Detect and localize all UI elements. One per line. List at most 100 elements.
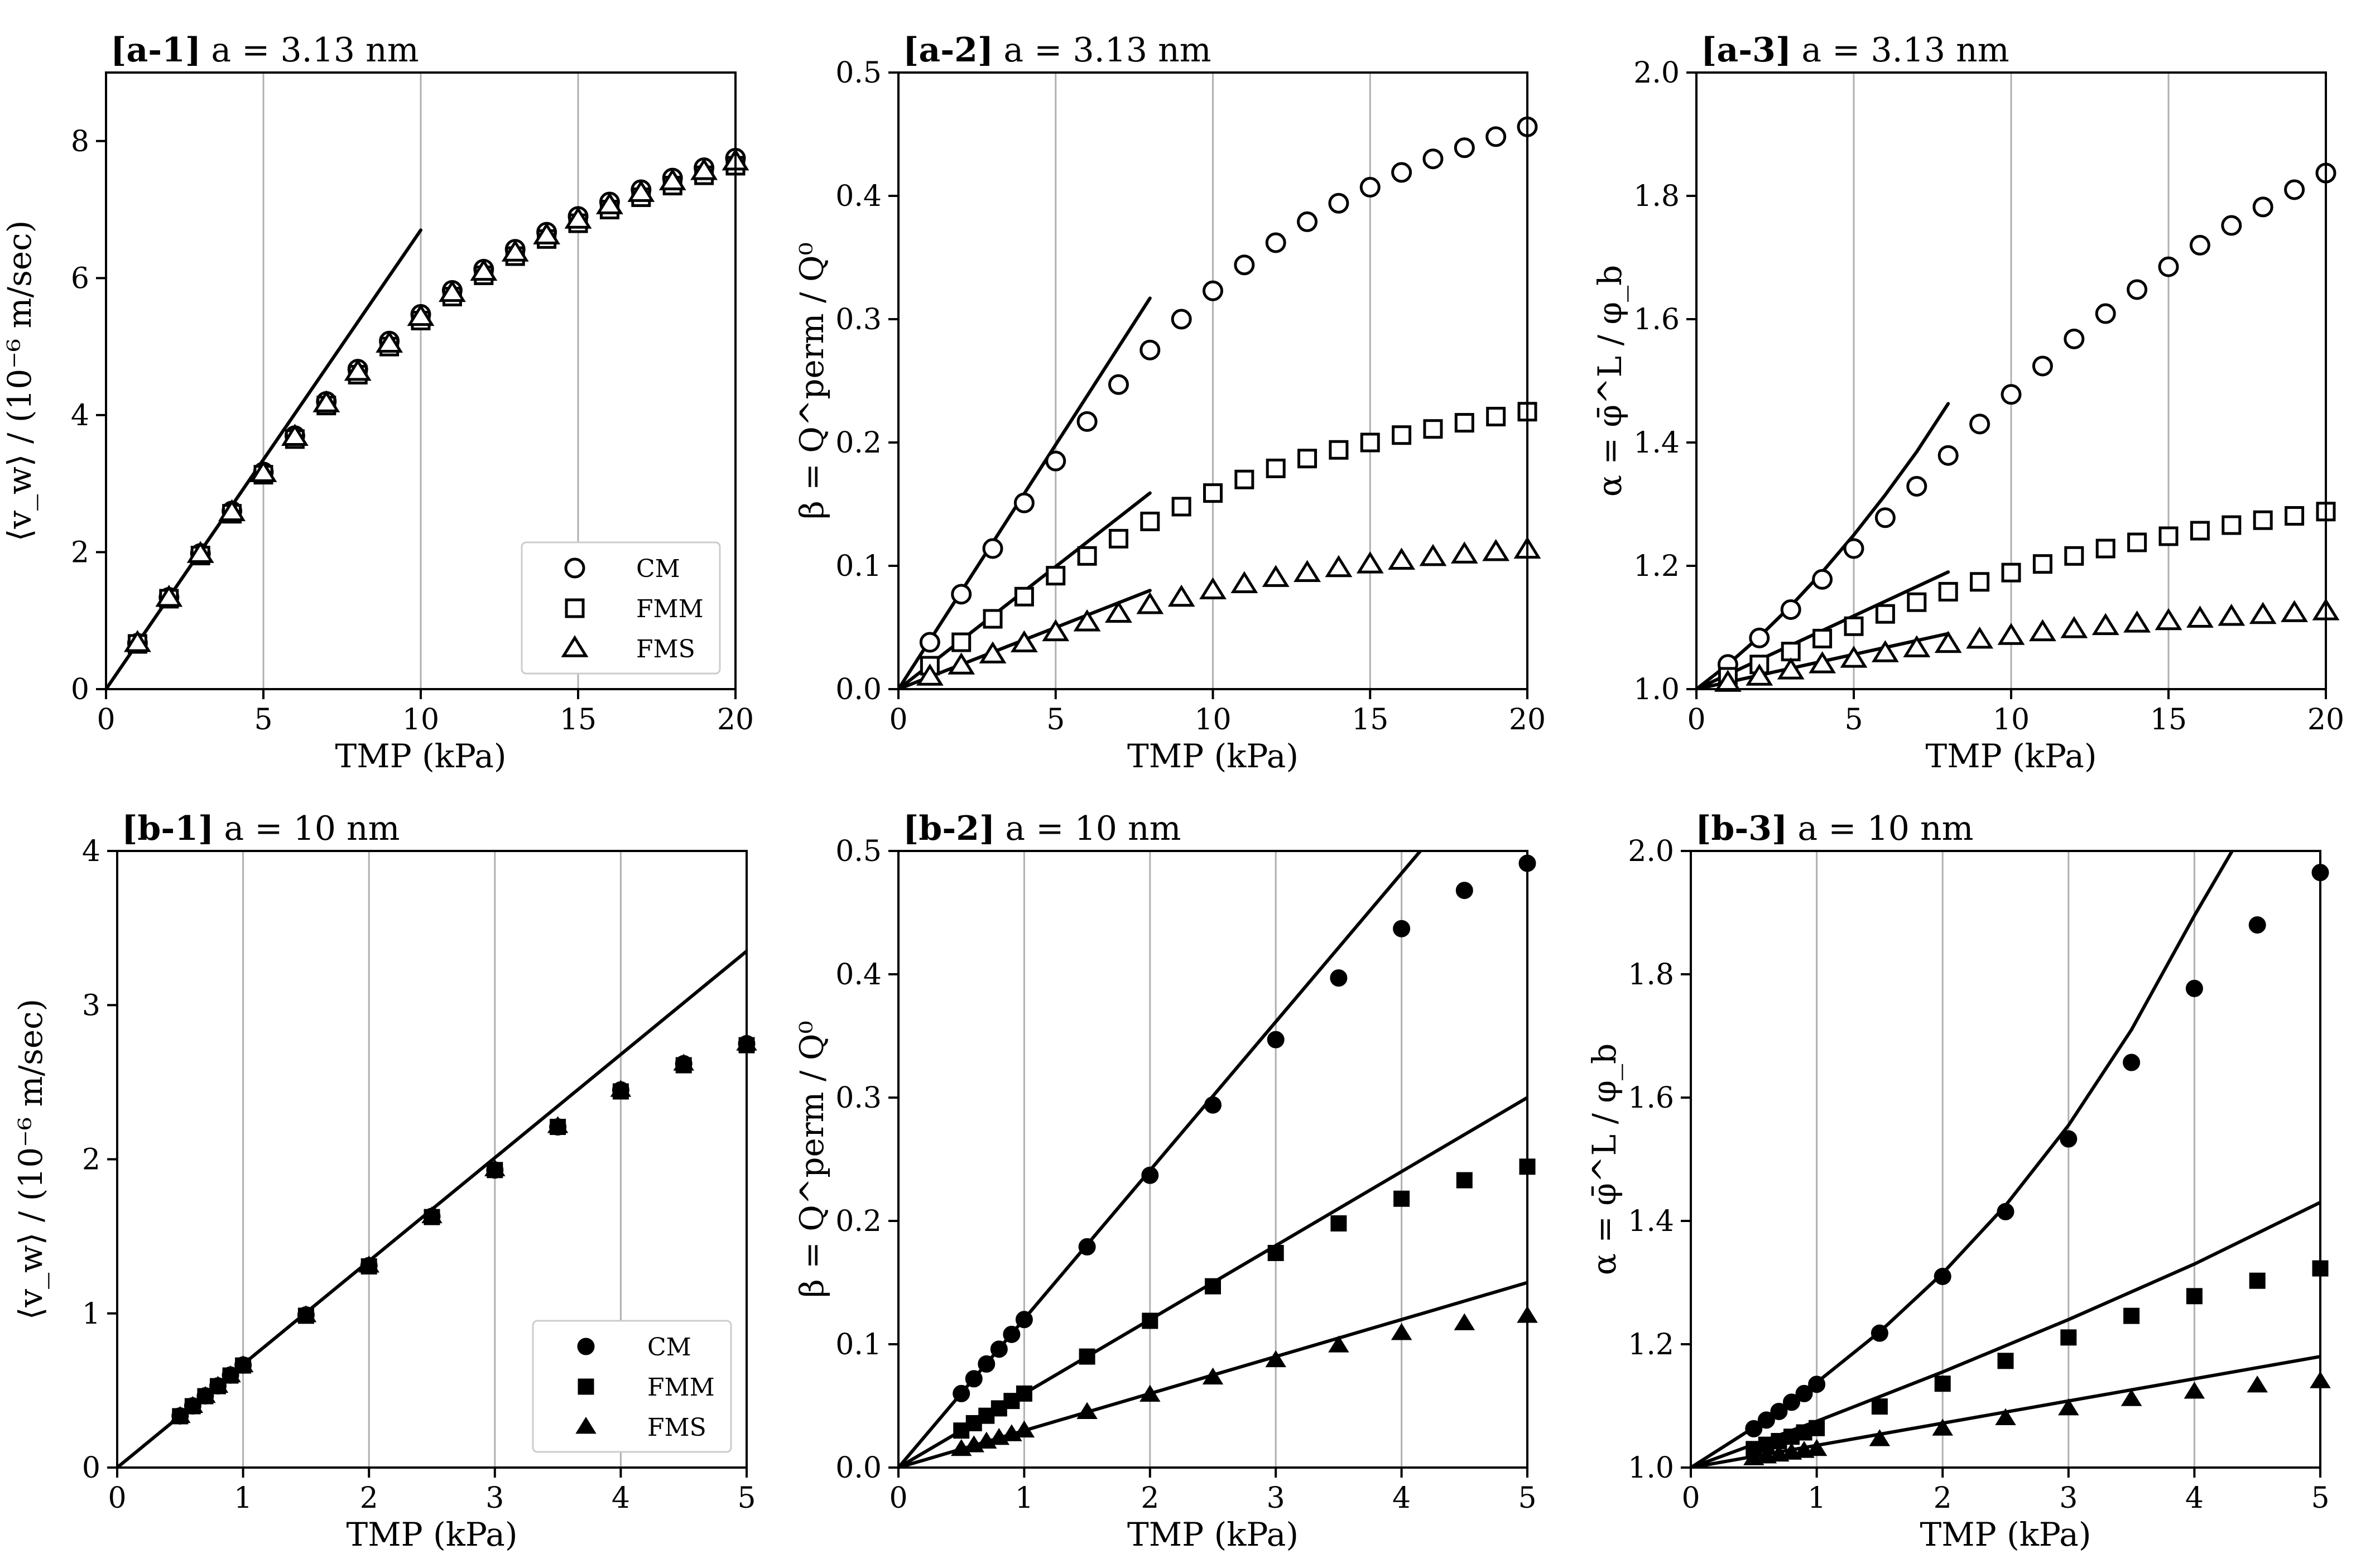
data-point bbox=[232, 1355, 254, 1373]
y-tick-label: 0.3 bbox=[835, 1081, 882, 1115]
x-tick-label: 5 bbox=[1844, 703, 1863, 737]
data-point bbox=[1749, 627, 1770, 648]
y-tick-label: 1.4 bbox=[1633, 426, 1680, 460]
panel-b-1: 0 1 2 3 4 5 0 1 2 3 4 TMP (kPa) ⟨v_w⟩ / (10⁻⁶ m/sec)… bbox=[12, 809, 757, 1553]
panel-b-3: 0 1 2 3 4 5 1.0 1.2 1.4 1.6 1.8 2.0 TMP (kPa) α = φ̄^… bbox=[1585, 809, 2331, 1553]
x-tick-label: 0 bbox=[889, 703, 907, 737]
y-tick-label: 0 bbox=[71, 673, 89, 706]
data-point bbox=[1267, 1031, 1285, 1048]
y-tick-label: 3 bbox=[82, 989, 100, 1022]
data-point bbox=[2060, 1329, 2077, 1346]
data-point bbox=[1388, 547, 1416, 570]
data-point bbox=[281, 424, 309, 446]
data-point bbox=[982, 538, 1003, 559]
data-point bbox=[1808, 1375, 1826, 1393]
panel-title-param: a = 10 nm bbox=[1797, 809, 1973, 848]
data-point bbox=[1454, 1313, 1475, 1330]
x-tick-label: 15 bbox=[560, 703, 597, 737]
data-point bbox=[1423, 419, 1443, 439]
data-point bbox=[2060, 1130, 2078, 1148]
y-tick-label: 0 bbox=[82, 1451, 100, 1485]
data-point bbox=[2186, 1288, 2203, 1305]
data-point bbox=[1042, 619, 1070, 642]
model-lines bbox=[1691, 851, 2320, 1468]
data-point bbox=[2095, 303, 2116, 324]
data-point bbox=[1265, 232, 1286, 253]
x-tick-label: 20 bbox=[2307, 703, 2344, 737]
data-point bbox=[1203, 280, 1223, 301]
data-point bbox=[1450, 541, 1478, 564]
series-fms bbox=[916, 536, 1541, 686]
data-point bbox=[1482, 538, 1510, 561]
data-point bbox=[1714, 670, 1742, 692]
y-tick-label: 2 bbox=[82, 1143, 100, 1177]
y-tick-label: 1.8 bbox=[1628, 958, 1674, 992]
panel-title: [b-2] a = 10 nm bbox=[903, 809, 1181, 848]
data-point bbox=[1812, 628, 1833, 648]
x-tick-label: 20 bbox=[717, 703, 754, 737]
data-point bbox=[2221, 215, 2242, 236]
x-tick-label: 2 bbox=[360, 1482, 378, 1515]
data-point bbox=[182, 1396, 204, 1413]
data-point bbox=[186, 541, 214, 563]
data-point bbox=[2064, 546, 2084, 566]
data-point bbox=[1266, 458, 1286, 478]
legend-marker-fms bbox=[561, 635, 589, 657]
panel-title-param: a = 3.13 nm bbox=[1003, 31, 1211, 70]
data-point bbox=[1907, 592, 1927, 612]
y-axis-label: β = Q^perm / Q⁰ bbox=[793, 1021, 831, 1298]
series-fmm bbox=[953, 1158, 1536, 1439]
y-tick-label: 6 bbox=[71, 262, 89, 295]
legend: CM FMM FMS bbox=[532, 1320, 732, 1453]
data-point bbox=[2190, 521, 2210, 541]
x-tick-label: 4 bbox=[1392, 1482, 1411, 1515]
x-tick-label: 3 bbox=[2059, 1482, 2078, 1515]
data-point bbox=[2121, 1389, 2142, 1406]
data-point bbox=[2249, 602, 2277, 624]
data-point bbox=[1205, 1278, 1221, 1295]
legend-label: FMM bbox=[647, 1373, 715, 1402]
data-point bbox=[220, 1365, 241, 1383]
y-tick-label: 0.4 bbox=[835, 180, 882, 213]
y-tick-label: 0.1 bbox=[835, 550, 882, 583]
data-point bbox=[1171, 309, 1192, 330]
data-point bbox=[1325, 555, 1353, 578]
data-point bbox=[1840, 646, 1868, 668]
data-point bbox=[1746, 663, 1773, 686]
data-point bbox=[1997, 1353, 2014, 1369]
data-point bbox=[564, 206, 592, 229]
data-point bbox=[295, 1305, 317, 1322]
data-point bbox=[1809, 1420, 1825, 1436]
data-point bbox=[1139, 1384, 1161, 1402]
x-tick-label: 2 bbox=[1141, 1482, 1159, 1515]
x-axis-label: TMP (kPa) bbox=[347, 1516, 518, 1553]
data-point bbox=[123, 629, 151, 652]
data-point bbox=[1297, 449, 1318, 469]
data-point bbox=[1903, 635, 1931, 657]
data-point bbox=[1937, 445, 1959, 466]
x-tick-label: 0 bbox=[97, 703, 115, 737]
data-point bbox=[690, 158, 718, 180]
panel-title-param: a = 10 nm bbox=[1005, 809, 1181, 848]
y-tick-label: 1.6 bbox=[1628, 1081, 1674, 1115]
data-point bbox=[1297, 211, 1318, 232]
legend-marker-fms bbox=[575, 1417, 597, 1434]
data-point bbox=[2252, 196, 2273, 218]
y-tick-label: 0.0 bbox=[835, 1451, 882, 1485]
data-point bbox=[2064, 328, 2085, 349]
legend-label: FMS bbox=[647, 1413, 706, 1442]
panel-title-tag: [a-1] bbox=[110, 31, 201, 70]
data-point bbox=[2155, 608, 2182, 631]
x-tick-label: 5 bbox=[1518, 1482, 1536, 1515]
data-point bbox=[1454, 137, 1475, 158]
data-point bbox=[1844, 616, 1864, 636]
y-tick-label: 0.2 bbox=[835, 426, 882, 460]
y-tick-label: 4 bbox=[71, 399, 89, 432]
panel-title-tag: [a-2] bbox=[903, 31, 993, 70]
data-point bbox=[1871, 1324, 1888, 1342]
legend-label: FMM bbox=[636, 595, 704, 623]
data-point bbox=[1045, 450, 1066, 472]
series-fms bbox=[170, 1033, 757, 1423]
x-tick-label: 15 bbox=[2150, 703, 2187, 737]
